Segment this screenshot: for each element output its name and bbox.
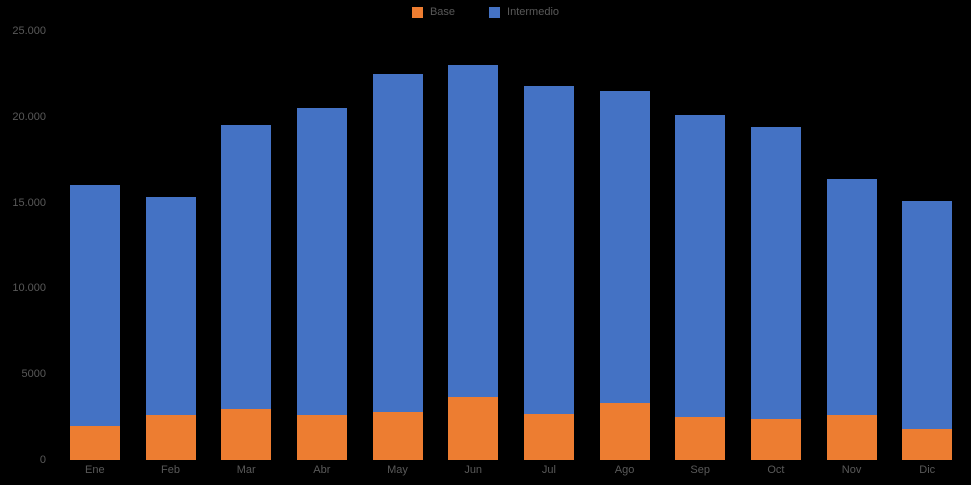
bar-dic [889,31,965,460]
bar-oct [738,31,814,460]
bar-segment-base-may [372,411,423,460]
bar-segment-base-oct [750,418,801,460]
bar-segment-intermedio-nov [826,178,877,416]
bar-stack-sep [675,31,726,460]
bar-jun [435,31,511,460]
x-axis-label-abr: Abr [313,464,331,476]
bar-segment-base-feb [145,415,196,460]
bar-stack-jul [523,31,574,460]
bar-segment-intermedio-feb [145,197,196,416]
bar-segment-base-ago [599,403,650,460]
y-axis: 0 5000 10.000 15.000 20.000 25.000 [0,25,46,466]
bar-segment-base-dic [902,429,953,460]
bar-segment-intermedio-mar [221,125,272,409]
x-axis-label-ene: Ene [85,464,105,476]
bar-stack-jun [448,31,499,460]
y-axis-tick: 10.000 [12,282,46,295]
bar-stack-abr [296,31,347,460]
legend-item-intermedio: Intermedio [489,6,559,18]
y-axis-tick: 0 [39,454,46,466]
chart-legend: Base Intermedio [0,6,971,18]
legend-label-intermedio: Intermedio [507,6,560,18]
legend-label-base: Base [429,6,456,18]
bar-abr [284,31,360,460]
x-axis: Ene Feb Mar Abr May Jun Jul Ago Sep Oct Nov Dic [57,464,965,480]
bar-segment-intermedio-may [372,73,423,412]
bar-segment-intermedio-ago [599,91,650,404]
bar-segment-intermedio-oct [750,127,801,419]
x-axis-label-feb: Feb [161,464,180,476]
plot-area [57,31,965,460]
bar-may [360,31,436,460]
y-axis-tick: 25.000 [12,25,46,37]
bar-segment-base-jun [448,396,499,460]
bar-segment-base-nov [826,415,877,460]
bar-segment-intermedio-dic [902,200,953,430]
legend-swatch-base [411,6,423,18]
bar-segment-base-jul [523,413,574,460]
x-axis-label-ago: Ago [614,464,635,476]
bar-feb [133,31,209,460]
x-axis-label-nov: Nov [841,464,862,476]
bar-stack-ago [599,31,650,460]
y-axis-tick: 15.000 [12,196,46,209]
bar-segment-intermedio-jul [523,85,574,414]
bar-segment-base-sep [675,417,726,460]
bar-stack-may [372,31,423,460]
bar-stack-feb [145,31,196,460]
bar-stack-nov [826,31,877,460]
bar-stack-oct [750,31,801,460]
bar-segment-intermedio-jun [448,65,499,397]
bar-sep [662,31,738,460]
legend-swatch-intermedio [489,6,501,18]
y-axis-tick: 20.000 [12,110,46,123]
x-axis-label-sep: Sep [690,464,710,476]
x-axis-label-oct: Oct [767,464,785,476]
bar-nov [814,31,890,460]
bar-segment-base-mar [221,408,272,460]
bar-ago [587,31,663,460]
bar-jul [511,31,587,460]
y-axis-tick: 5000 [21,368,46,381]
bar-segment-intermedio-sep [675,115,726,418]
bar-mar [208,31,284,460]
bar-stack-mar [221,31,272,460]
bar-segment-intermedio-ene [69,185,120,426]
x-axis-label-mar: Mar [236,464,256,476]
x-axis-label-jun: Jun [464,464,483,476]
bar-ene [57,31,133,460]
legend-item-base: Base [411,6,456,18]
x-axis-label-jul: Jul [541,464,556,476]
bar-segment-base-ene [69,425,120,460]
bar-segment-intermedio-abr [296,108,347,416]
bar-stack-ene [69,31,120,460]
bar-segment-base-abr [296,415,347,460]
x-axis-label-may: May [387,464,408,476]
x-axis-label-dic: Dic [919,464,936,476]
bar-stack-dic [902,31,953,460]
